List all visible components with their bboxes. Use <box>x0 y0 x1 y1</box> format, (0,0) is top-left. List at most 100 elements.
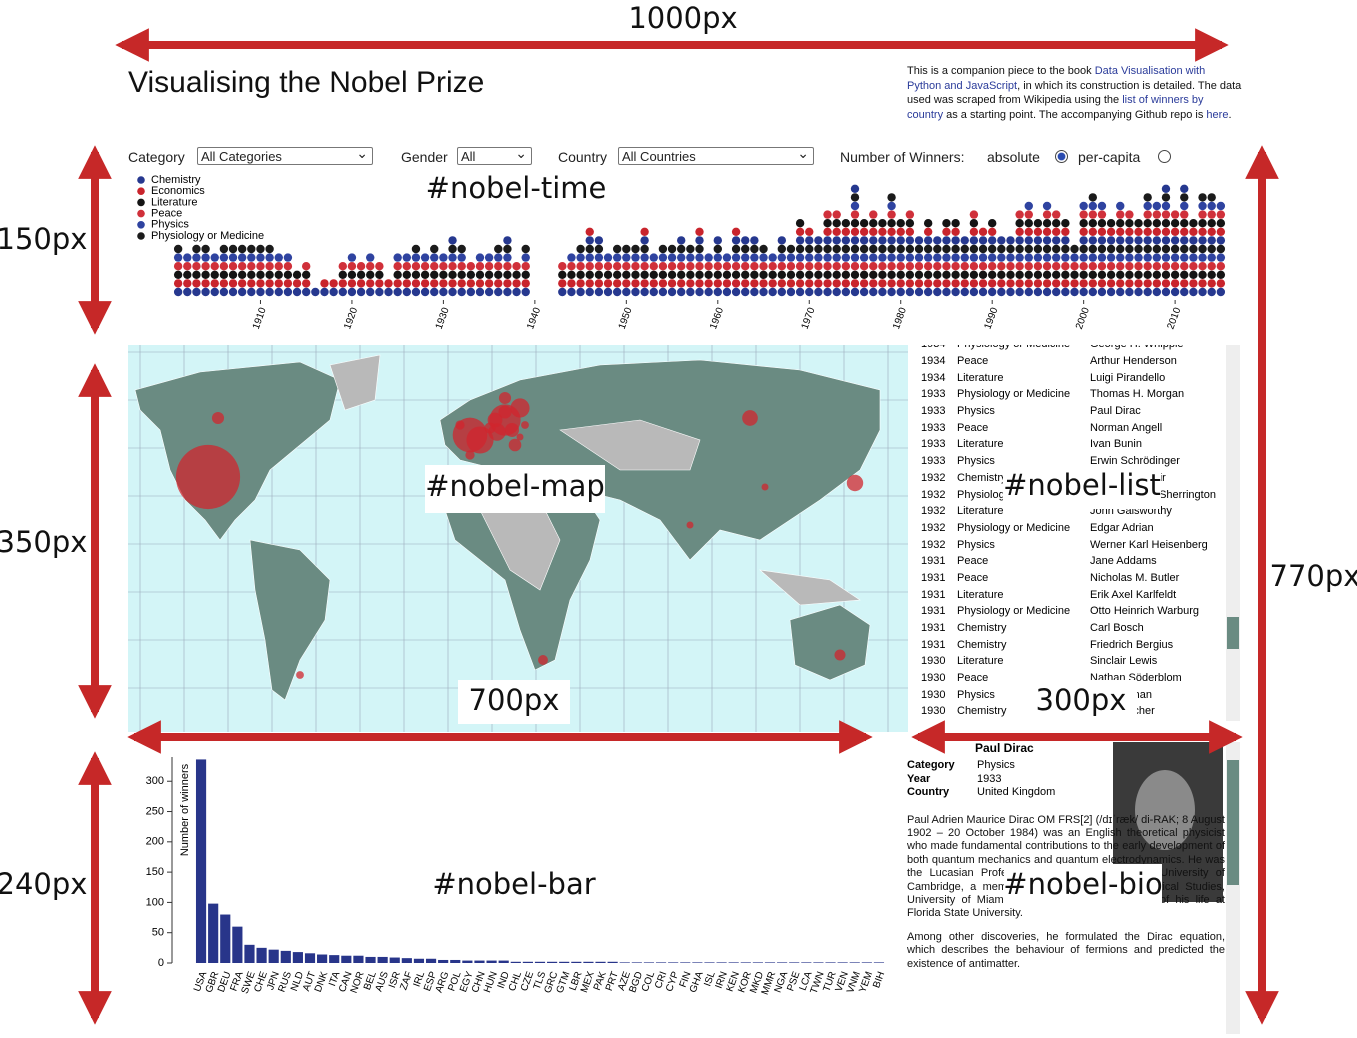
winner-dot <box>366 253 375 262</box>
list-row[interactable]: 1933 Physiology or Medicine Thomas H. Morg… <box>918 386 1216 403</box>
intro-text-part: This is a companion piece to the book <box>907 65 1095 77</box>
winner-dot <box>1198 219 1207 228</box>
list-row[interactable]: 1931 Chemistry Carl Bosch <box>918 620 1216 637</box>
winner-dot <box>1161 219 1171 228</box>
bar <box>837 962 848 963</box>
winner-dot <box>695 253 704 262</box>
winner-dot <box>942 219 951 228</box>
x-tick-label: 1980 <box>891 306 909 331</box>
list-cell: Physics <box>957 405 995 418</box>
list-row[interactable]: 1930 Chemistry Hans Fischer <box>918 703 1216 720</box>
land-no-winners <box>329 354 861 606</box>
winner-dot <box>430 270 439 279</box>
winner-dot <box>1161 270 1171 279</box>
winner-dot <box>997 287 1006 297</box>
country-select[interactable]: All Countries <box>618 144 814 165</box>
list-scroll-thumb[interactable] <box>1227 617 1239 649</box>
gender-select[interactable]: All <box>457 144 532 165</box>
winner-dot <box>1088 193 1098 202</box>
winner-dot <box>923 270 933 279</box>
winner-dot <box>1052 236 1061 245</box>
list-row[interactable]: 1930 Literature Sinclair Lewis <box>918 653 1216 670</box>
winner-dot <box>1116 244 1125 254</box>
winner-dot <box>283 279 293 288</box>
list-row[interactable]: 1931 Physiology or Medicine Otto Heinrich … <box>918 603 1216 620</box>
list-row[interactable]: 1932 Chemistry Irving Langmuir <box>918 470 1216 487</box>
winner-dot <box>695 236 704 245</box>
list-row[interactable]: 1931 Literature Erik Axel Karlfeldt <box>918 586 1216 603</box>
winner-dot <box>695 287 704 297</box>
list-row[interactable]: 1932 Physics Werner Karl Heisenberg <box>918 536 1216 553</box>
list-row[interactable]: 1933 Peace Norman Angell <box>918 419 1216 436</box>
winner-dot <box>1079 236 1088 245</box>
winner-dot <box>1024 227 1033 236</box>
list-row[interactable]: 1933 Physics Erwin Schrödinger <box>918 453 1216 470</box>
winner-dot <box>1180 193 1189 202</box>
winner-dot <box>841 287 851 297</box>
bio-scroll-thumb[interactable] <box>1227 760 1239 885</box>
list-row[interactable]: 1934 Literature Luigi Pirandello <box>918 369 1216 386</box>
per-capita-radio[interactable] <box>1158 150 1171 163</box>
winner-dot <box>594 244 604 254</box>
intro-link[interactable]: here <box>1206 108 1229 121</box>
winner-dot <box>832 227 841 236</box>
list-row[interactable]: 1932 Physiology or Medicine Edgar Adrian <box>918 520 1216 537</box>
bar <box>692 962 703 963</box>
list-row[interactable]: 1930 Physics C. V. Raman <box>918 686 1216 703</box>
list-cell: 1934 <box>921 371 946 384</box>
winner-dot <box>1070 262 1079 271</box>
winner-dot <box>667 262 677 271</box>
winner-dot <box>1052 219 1061 228</box>
winner-dot <box>1006 253 1015 262</box>
winner-dot <box>823 244 832 254</box>
winner-dot <box>448 270 457 279</box>
winner-dot <box>1042 279 1052 288</box>
category-select[interactable]: All Categories <box>197 144 373 165</box>
winner-dot <box>1106 279 1116 288</box>
winner-dot <box>923 287 933 297</box>
winner-dot <box>402 262 412 271</box>
list-cell: 1931 <box>921 588 946 601</box>
winner-dot <box>1097 236 1107 245</box>
winner-dot <box>265 287 274 297</box>
bar <box>861 962 872 963</box>
winner-dot <box>512 270 521 279</box>
winner-dot <box>677 262 686 271</box>
bar <box>559 961 570 963</box>
winner-dot <box>850 227 860 236</box>
winner-dot <box>658 279 668 288</box>
winner-dot <box>237 262 247 271</box>
country-circle <box>211 411 225 425</box>
winner-dot <box>750 279 759 288</box>
intro-link[interactable]: Data Visualisation with Python and JavaS… <box>907 65 1206 92</box>
list-row[interactable]: 1934Physiology or MedicineGeorge H. Whip… <box>918 345 1216 353</box>
list-row[interactable]: 1931 Chemistry Friedrich Bergius <box>918 636 1216 653</box>
winner-dot <box>228 262 238 271</box>
winner-dot <box>722 279 732 288</box>
list-row[interactable]: 1933 Physics Paul Dirac <box>918 403 1216 420</box>
list-scrollbar[interactable] <box>1226 345 1240 721</box>
winner-dot <box>805 244 814 254</box>
winner-dot <box>887 219 896 228</box>
winner-dot <box>411 244 421 254</box>
winner-dot <box>1125 253 1134 262</box>
list-cell: Otto Heinrich Warburg <box>1090 605 1200 618</box>
winners-label: Number of Winners: <box>840 149 965 165</box>
winner-dot <box>457 262 466 271</box>
x-tick-label: 1950 <box>617 306 635 331</box>
intro-link[interactable]: list of winners by country <box>907 94 1204 121</box>
list-row[interactable]: 1934 Peace Arthur Henderson <box>918 353 1216 370</box>
absolute-radio[interactable] <box>1055 150 1068 163</box>
list-row[interactable]: 1932 Literature John Galsworthy <box>918 503 1216 520</box>
list-row[interactable]: 1931 Peace Nicholas M. Butler <box>918 570 1216 587</box>
winner-dot <box>301 279 311 288</box>
list-row[interactable]: 1930 Peace Nathan Söderblom <box>918 670 1216 687</box>
list-row[interactable]: 1932 Physiology or Medicine Charles Scott … <box>918 486 1216 503</box>
x-tick-label: IRL <box>412 970 428 989</box>
list-row[interactable]: 1933 Literature Ivan Bunin <box>918 436 1216 453</box>
list-row[interactable]: 1931 Peace Jane Addams <box>918 553 1216 570</box>
winner-dot <box>201 244 210 254</box>
list-cell: Arthur Henderson <box>1090 355 1177 368</box>
country-circle <box>584 477 596 489</box>
